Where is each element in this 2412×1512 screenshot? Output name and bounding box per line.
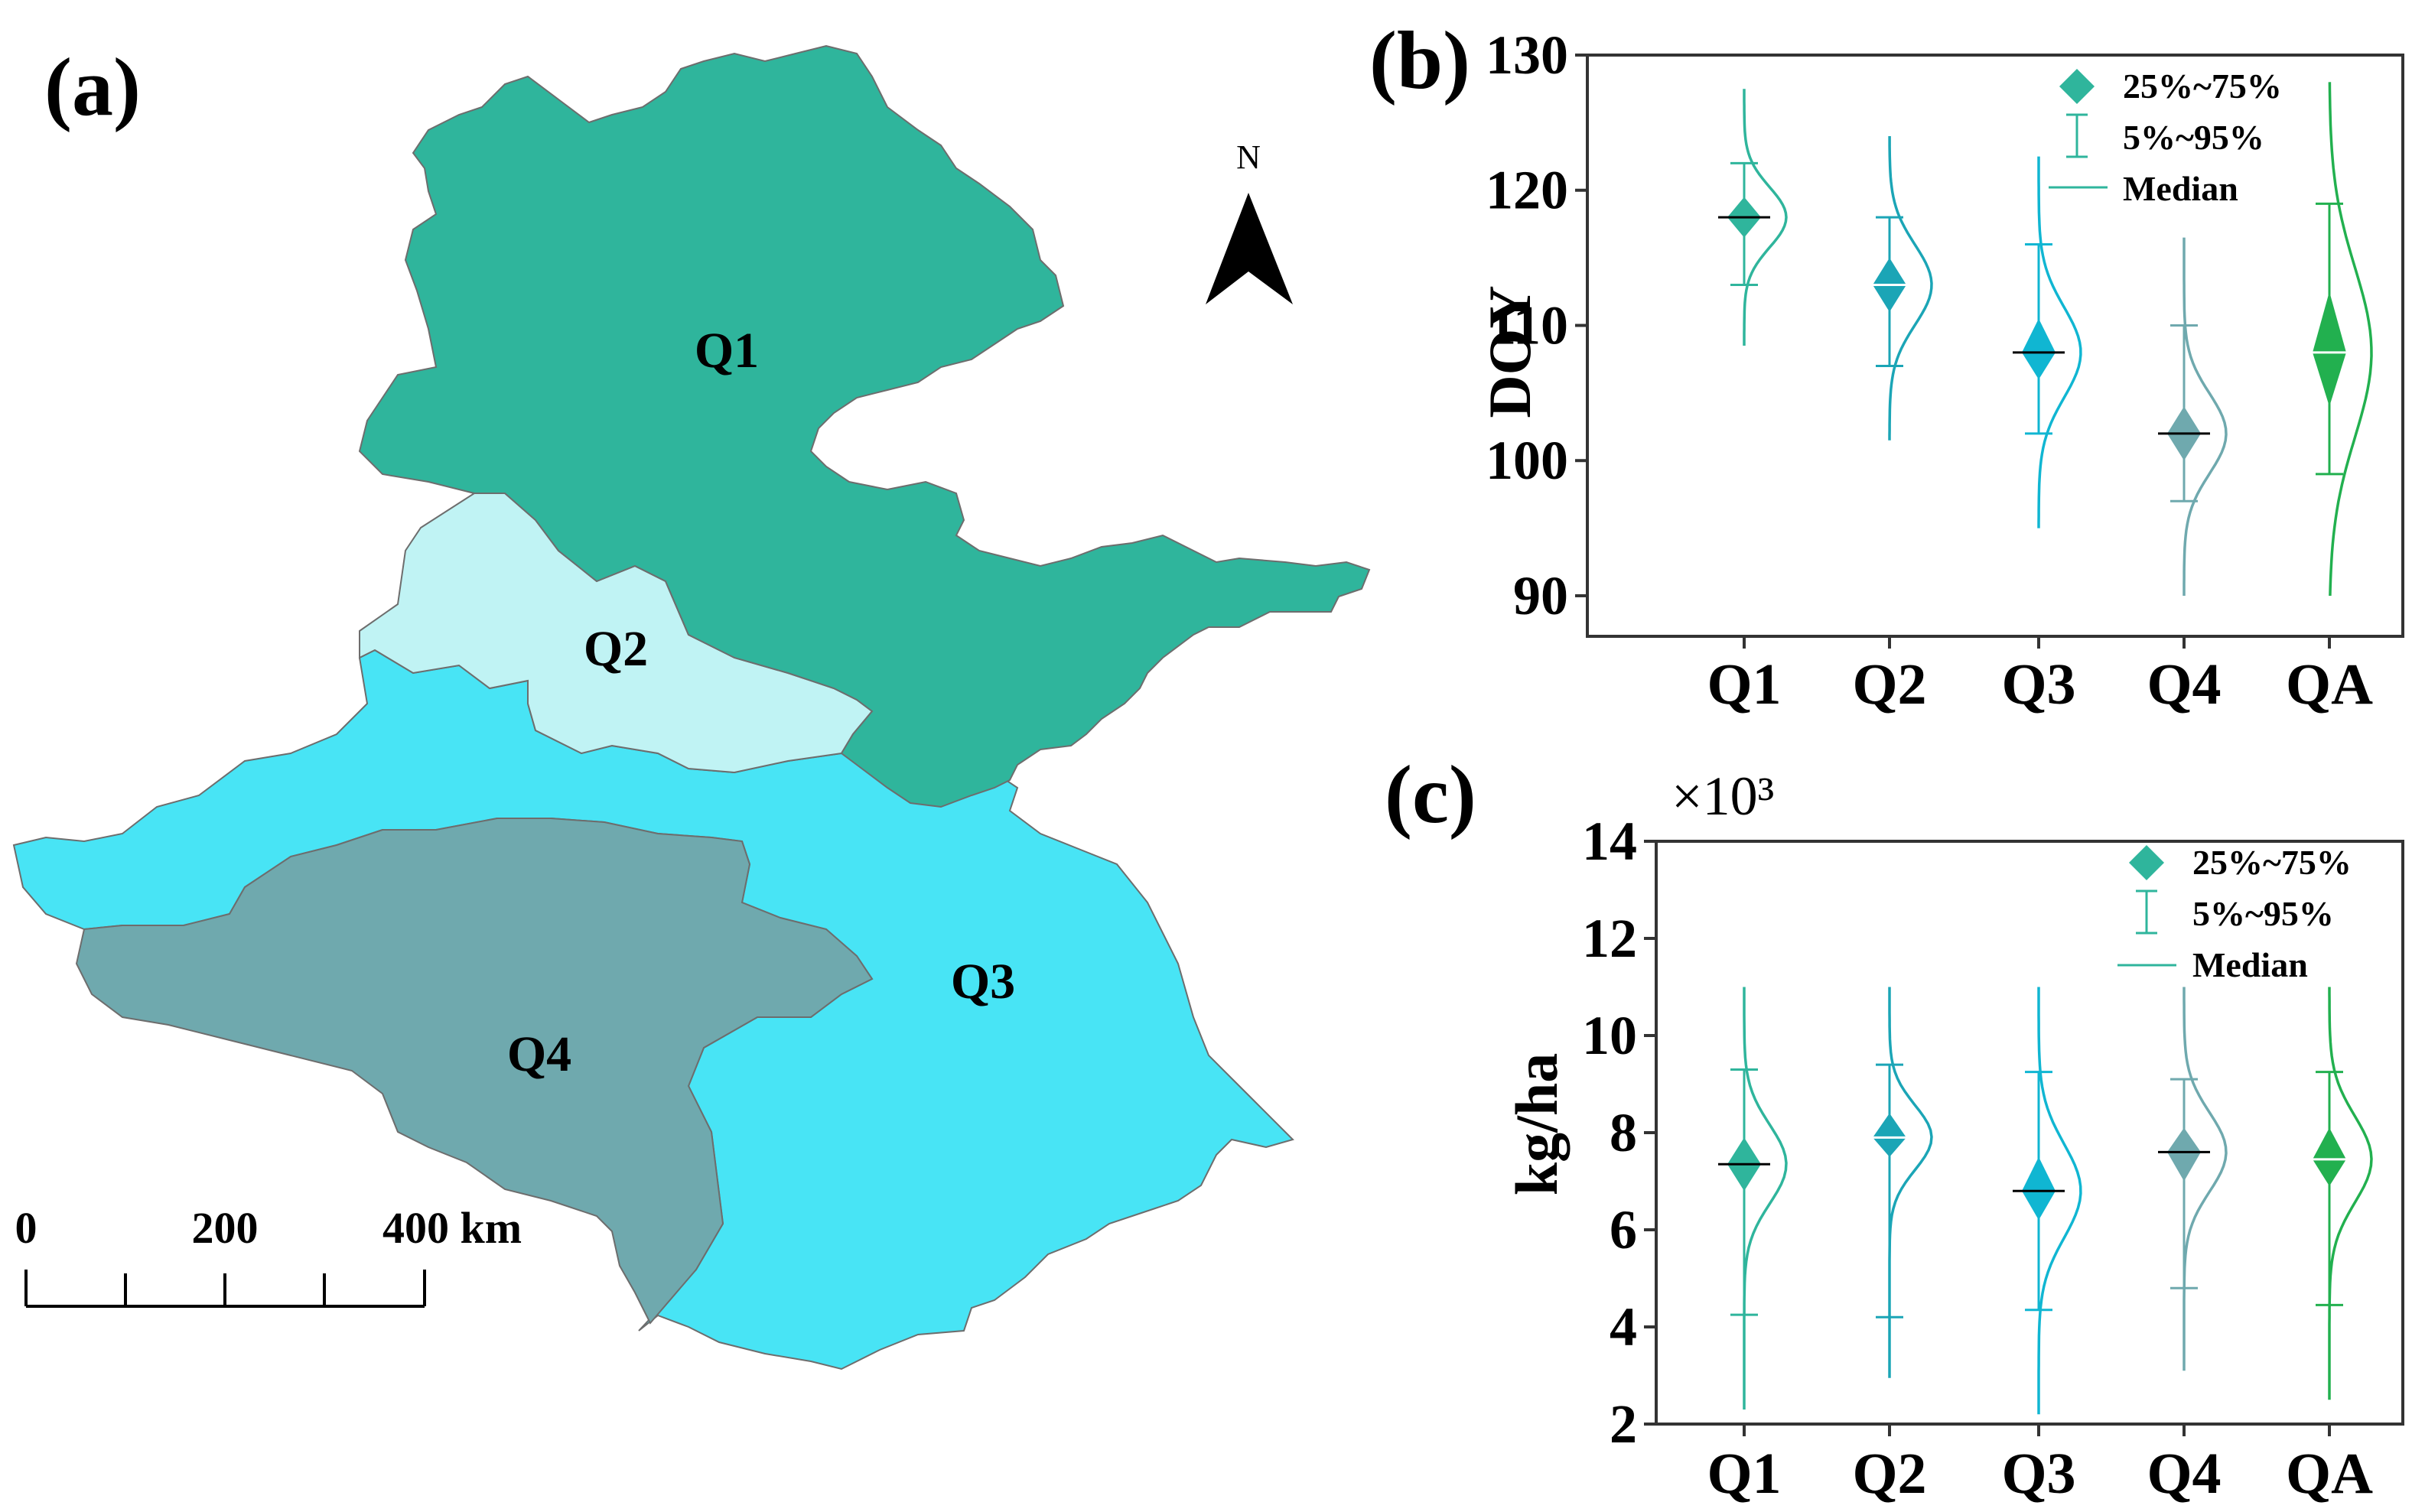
north-label: N [1236, 138, 1261, 176]
x-category-label: Q1 [1707, 1442, 1781, 1506]
panel-b-legend-range: 5%~95% [2123, 118, 2264, 157]
y-tick-label: 2 [1610, 1393, 1637, 1455]
panel-c-label: (c) [1385, 749, 1476, 841]
y-tick-label: 8 [1610, 1102, 1637, 1163]
panel-b: (b) DOY 90 100 110 120 130 Q1 Q2 Q3 Q4 QA 25%~75… [1369, 15, 2404, 717]
violin-q2 [1864, 136, 1933, 441]
iqr-diamond [1873, 1113, 1906, 1157]
scale-label-400: 400 km [382, 1203, 522, 1253]
y-tick-label: 130 [1486, 24, 1568, 86]
panel-b-legend: 25%~75% 5%~95% Median [2049, 67, 2282, 208]
y-tick-label: 90 [1513, 565, 1568, 626]
region-q4 [75, 818, 874, 1325]
panel-c-multiplier: ×10³ [1671, 766, 1774, 827]
x-category-label: Q2 [1852, 1442, 1926, 1506]
x-category-label: QA [2286, 652, 2373, 717]
scale-bar: 0 200 400 km [15, 1203, 522, 1308]
panel-c-legend: 25%~75% 5%~95% Median [2117, 843, 2352, 984]
y-tick-label: 110 [1489, 294, 1568, 356]
iqr-diamond [2313, 1127, 2346, 1186]
distribution-curve [2037, 987, 2082, 1415]
iqr-diamond [2022, 318, 2056, 380]
y-tick-label: 14 [1582, 811, 1637, 872]
legend-diamond-icon [2129, 845, 2164, 880]
distribution-curve [2183, 987, 2228, 1371]
region-label-q1: Q1 [695, 323, 759, 379]
scale-label-0: 0 [15, 1203, 37, 1253]
iqr-diamond [2167, 1127, 2201, 1182]
panel-b-y-axis: 90 100 110 120 130 [1486, 24, 1587, 626]
panel-c-violins [1718, 987, 2373, 1415]
x-category-label: Q1 [1707, 652, 1781, 717]
panel-b-plot-frame [1586, 54, 2404, 638]
region-label-q3: Q3 [951, 954, 1015, 1010]
x-category-label: Q4 [2147, 652, 2221, 717]
distribution-curve [2328, 987, 2373, 1400]
panel-c-ylabel: kg/ha [1503, 1053, 1570, 1195]
y-tick-label: 100 [1486, 430, 1568, 491]
violin-q4 [2158, 237, 2228, 596]
region-q1 [358, 44, 1371, 808]
y-tick-label: 12 [1582, 908, 1637, 969]
y-tick-label: 6 [1610, 1199, 1637, 1260]
violin-q4 [2158, 987, 2228, 1371]
panel-b-x-axis: Q1 Q2 Q3 Q4 QA [1707, 636, 2373, 717]
panel-b-legend-median: Median [2123, 169, 2238, 208]
distribution-curve [2037, 156, 2082, 528]
legend-diamond-icon [2059, 69, 2095, 104]
y-tick-label: 4 [1610, 1296, 1637, 1358]
iqr-diamond [2313, 291, 2346, 407]
violin-q3 [2013, 987, 2082, 1415]
violin-qa [2303, 987, 2373, 1400]
scale-label-200: 200 [192, 1203, 259, 1253]
north-arrow-icon [1206, 193, 1293, 304]
panel-c-legend-range: 5%~95% [2192, 894, 2334, 933]
x-category-label: Q3 [2001, 652, 2075, 717]
y-tick-label: 10 [1582, 1005, 1637, 1066]
distribution-curve [1743, 987, 1788, 1410]
violin-q1 [1718, 987, 1788, 1410]
distribution-curve [1888, 136, 1933, 441]
panel-c-y-axis: 2 4 6 8 10 12 14 [1582, 811, 1656, 1455]
panel-b-violins [1718, 82, 2373, 597]
panel-b-legend-iqr: 25%~75% [2123, 67, 2282, 106]
x-category-label: Q4 [2147, 1442, 2221, 1506]
violin-qa [2303, 82, 2373, 597]
x-category-label: Q3 [2001, 1442, 2075, 1506]
x-category-label: Q2 [1852, 652, 1926, 717]
region-label-q4: Q4 [507, 1026, 571, 1082]
panel-c-legend-median: Median [2192, 945, 2308, 984]
violin-q3 [2013, 156, 2082, 528]
distribution-curve [2183, 237, 2228, 596]
panel-a-label: (a) [44, 42, 141, 133]
x-category-label: QA [2286, 1442, 2373, 1506]
panel-a: (a) Q1 Q2 Q3 Q4 N 0 200 400 km [12, 42, 1371, 1371]
panel-c: (c) ×10³ kg/ha 2 4 6 8 10 12 14 Q1 Q2 Q3 Q4 QA 25%… [1385, 749, 2404, 1506]
distribution-curve [1743, 89, 1788, 346]
panel-c-legend-iqr: 25%~75% [2192, 843, 2352, 882]
y-tick-label: 120 [1486, 160, 1568, 221]
violin-q2 [1864, 987, 1933, 1378]
distribution-curve [1888, 987, 1933, 1378]
panel-b-label: (b) [1369, 15, 1470, 106]
panel-b-ylabel: DOY [1476, 285, 1543, 418]
panel-c-x-axis: Q1 Q2 Q3 Q4 QA [1707, 1424, 2373, 1506]
iqr-diamond [2022, 1156, 2056, 1221]
north-arrow: N [1206, 138, 1293, 304]
violin-q1 [1718, 89, 1788, 346]
region-label-q2: Q2 [584, 621, 648, 677]
distribution-curve [2328, 82, 2373, 597]
